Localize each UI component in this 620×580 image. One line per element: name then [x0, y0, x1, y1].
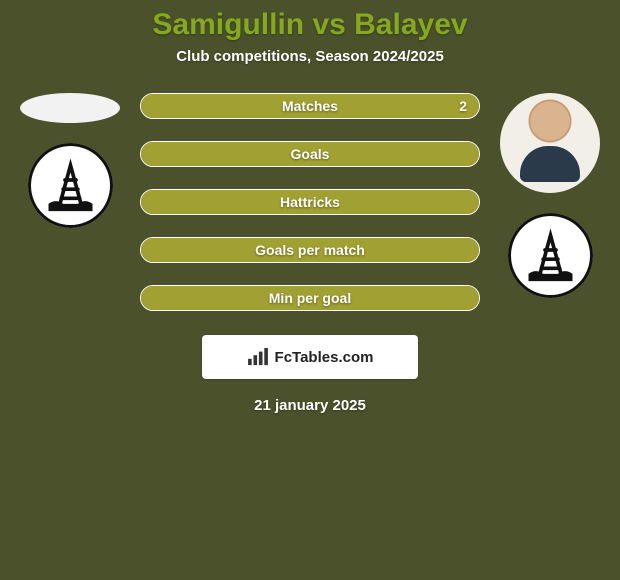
stats-column: Matches 2 Goals Hattricks Goals per match Min…: [130, 93, 490, 311]
stat-bar: Min per goal: [140, 285, 480, 311]
stat-label: Goals per match: [255, 242, 365, 258]
subtitle: Club competitions, Season 2024/2025: [0, 48, 620, 65]
comparison-row: Matches 2 Goals Hattricks Goals per match Min…: [0, 93, 620, 311]
right-club-badge: [508, 213, 593, 298]
chart-bars-icon: [247, 348, 269, 366]
stat-value-right: 2: [459, 98, 467, 114]
date-text: 21 january 2025: [0, 397, 620, 414]
stat-label: Goals: [291, 146, 330, 162]
left-club-badge: [28, 143, 113, 228]
stat-bar: Goals per match: [140, 237, 480, 263]
right-player-avatar: [500, 93, 600, 193]
stat-label: Min per goal: [269, 290, 351, 306]
oil-derrick-icon: [523, 228, 578, 283]
stat-bar: Goals: [140, 141, 480, 167]
page-title: Samigullin vs Balayev: [0, 0, 620, 42]
stat-bar: Hattricks: [140, 189, 480, 215]
stat-label: Hattricks: [280, 194, 340, 210]
stat-label: Matches: [282, 98, 338, 114]
branding-text: FcTables.com: [275, 349, 374, 366]
branding-badge: FcTables.com: [202, 335, 418, 379]
left-player-column: [10, 93, 130, 228]
right-player-column: [490, 93, 610, 298]
stat-bar: Matches 2: [140, 93, 480, 119]
oil-derrick-icon: [43, 158, 98, 213]
left-player-avatar: [20, 93, 120, 123]
